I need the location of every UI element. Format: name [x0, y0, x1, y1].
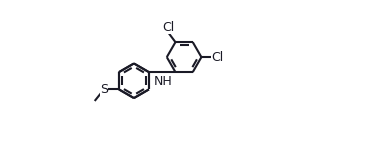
Text: Cl: Cl	[211, 51, 224, 64]
Text: Cl: Cl	[162, 21, 175, 34]
Text: S: S	[100, 83, 108, 96]
Text: NH: NH	[153, 75, 172, 88]
